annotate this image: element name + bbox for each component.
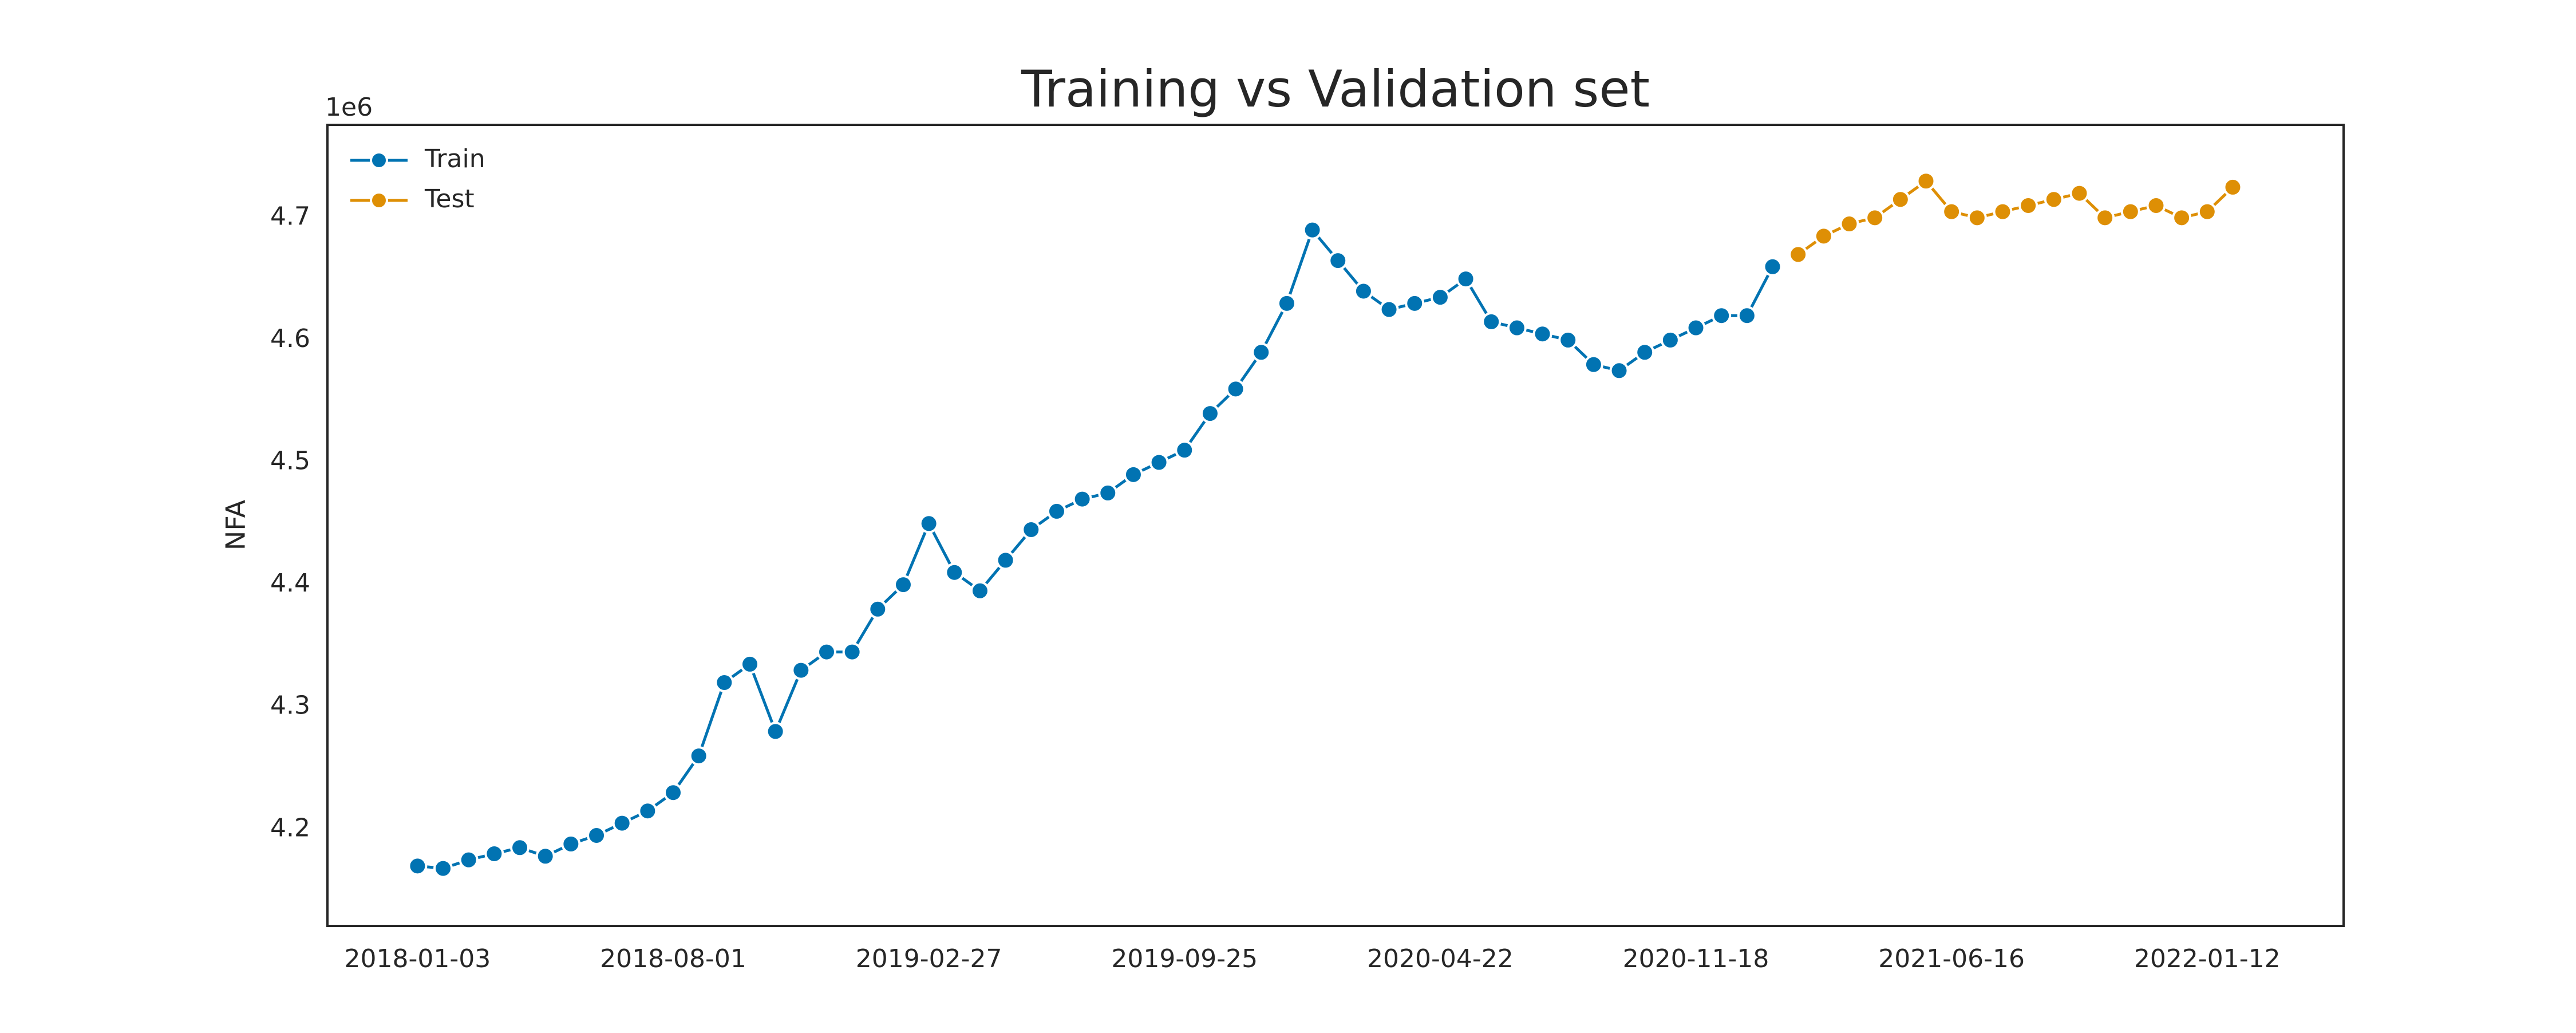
- data-point: [740, 654, 760, 674]
- data-point: [1123, 464, 1143, 484]
- data-point: [1890, 190, 1910, 210]
- data-point: [1839, 214, 1859, 234]
- data-point: [1583, 354, 1603, 374]
- data-point: [1993, 202, 2013, 222]
- plot-frame: [326, 124, 2345, 927]
- x-tick-label: 2018-08-01: [600, 944, 746, 973]
- y-tick-label: 4.5: [270, 447, 310, 476]
- data-point: [408, 856, 428, 876]
- data-point: [1098, 483, 1118, 503]
- data-point: [2069, 183, 2089, 203]
- data-point: [842, 642, 862, 662]
- data-point: [1430, 287, 1450, 307]
- y-tick-label: 4.6: [270, 324, 310, 353]
- data-point: [893, 575, 913, 595]
- data-point: [1788, 245, 1808, 265]
- x-tick-label: 2022-01-12: [2134, 944, 2281, 973]
- data-point: [868, 599, 888, 619]
- data-point: [1558, 330, 1578, 350]
- data-point: [1814, 226, 1834, 246]
- data-point: [1379, 299, 1399, 320]
- data-point: [714, 672, 734, 692]
- data-point: [561, 834, 581, 854]
- legend-marker: [370, 151, 388, 169]
- data-point: [1507, 318, 1527, 338]
- data-point: [433, 858, 453, 878]
- x-tick-label: 2019-09-25: [1111, 944, 1258, 973]
- data-point: [510, 838, 530, 858]
- data-point: [1149, 452, 1169, 472]
- data-point: [1737, 306, 1757, 326]
- data-point: [612, 813, 632, 833]
- legend-label: Test: [424, 184, 475, 214]
- data-point: [1481, 312, 1502, 332]
- data-point: [1763, 257, 1783, 277]
- data-point: [1405, 293, 1425, 313]
- y-tick-label: 4.7: [270, 202, 310, 231]
- data-point: [587, 825, 607, 845]
- y-tick-label: 4.3: [270, 691, 310, 720]
- x-tick-label: 2021-06-16: [1878, 944, 2025, 973]
- x-tick-label: 2019-02-27: [856, 944, 1002, 973]
- data-point: [1072, 489, 1092, 509]
- data-point: [1328, 251, 1348, 271]
- data-point: [1175, 440, 1195, 460]
- data-point: [535, 846, 555, 866]
- data-point: [1609, 361, 1629, 381]
- data-point: [2018, 195, 2038, 215]
- data-point: [1660, 330, 1680, 350]
- data-point: [1046, 501, 1066, 521]
- data-point: [945, 562, 965, 582]
- chart-title: Training vs Validation set: [1021, 60, 1650, 119]
- data-point: [791, 660, 811, 680]
- data-point: [2095, 208, 2115, 228]
- data-point: [1302, 220, 1322, 240]
- data-point: [1353, 281, 1373, 301]
- data-point: [1200, 404, 1220, 424]
- data-point: [2223, 177, 2243, 197]
- data-point: [970, 581, 990, 601]
- data-point: [816, 642, 836, 662]
- y-offset-label: 1e6: [325, 93, 373, 122]
- data-point: [638, 801, 658, 821]
- data-point: [1532, 324, 1552, 344]
- data-point: [1021, 519, 1041, 539]
- y-tick-label: 4.4: [270, 569, 310, 598]
- x-tick-label: 2020-11-18: [1623, 944, 1769, 973]
- legend-marker: [370, 191, 388, 210]
- data-point: [1456, 269, 1476, 289]
- data-point: [1942, 202, 1962, 222]
- legend-label: Train: [424, 144, 485, 174]
- data-point: [1226, 379, 1246, 399]
- data-point: [2120, 202, 2140, 222]
- data-point: [1865, 208, 1885, 228]
- data-point: [484, 843, 504, 864]
- data-point: [1916, 171, 1936, 191]
- data-point: [689, 746, 709, 766]
- data-point: [2146, 195, 2166, 215]
- x-tick-label: 2018-01-03: [345, 944, 491, 973]
- data-point: [995, 550, 1016, 570]
- data-point: [1712, 306, 1732, 326]
- data-point: [2172, 208, 2192, 228]
- data-point: [1251, 342, 1271, 362]
- data-point: [1967, 208, 1987, 228]
- data-point: [1686, 318, 1706, 338]
- data-point: [919, 514, 939, 534]
- data-point: [2197, 202, 2217, 222]
- y-axis-label: NFA: [220, 499, 251, 550]
- data-point: [1635, 342, 1655, 362]
- data-point: [459, 850, 479, 870]
- y-tick-label: 4.2: [270, 813, 310, 842]
- data-point: [1277, 293, 1297, 313]
- data-point: [2044, 190, 2064, 210]
- data-point: [663, 783, 683, 803]
- x-tick-label: 2020-04-22: [1367, 944, 1514, 973]
- data-point: [765, 721, 785, 742]
